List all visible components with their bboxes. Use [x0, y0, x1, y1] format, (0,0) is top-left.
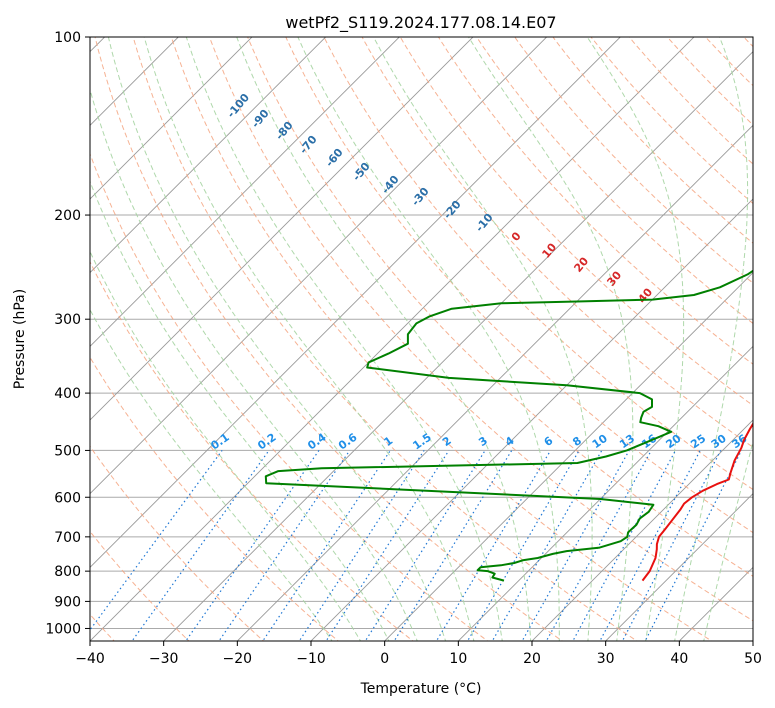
x-tick-label: 10 — [449, 651, 467, 667]
moist-adiabat — [236, 37, 532, 641]
isotherm--90 — [90, 37, 327, 274]
isotherm--20 — [236, 124, 753, 641]
mixing-ratio-line — [545, 450, 652, 641]
y-tick-label: 900 — [54, 594, 81, 610]
isotherm-30 — [605, 493, 753, 641]
y-tick-label: 600 — [54, 490, 81, 506]
mixing-ratio-line — [185, 450, 320, 641]
x-tick-label: 40 — [670, 651, 688, 667]
dry-adiabat — [437, 37, 753, 365]
dry-adiabat — [514, 37, 753, 284]
y-axis-label: Pressure (hPa) — [12, 289, 28, 389]
isotherm-20 — [531, 419, 753, 641]
dry-adiabat — [323, 37, 753, 491]
dry-adiabat — [90, 152, 489, 641]
mixing-ratio-line — [621, 450, 722, 641]
isotherm--40 — [90, 37, 695, 641]
x-axis-ticks: −40 −30 −20 −10 0 10 20 30 40 50 — [75, 641, 762, 667]
dry-adiabat — [285, 37, 753, 534]
mixing-ratio-line — [218, 450, 351, 641]
dry-adiabat — [132, 37, 638, 641]
mixing-ratio-lines — [90, 450, 743, 641]
isotherm--50 — [90, 37, 621, 568]
y-tick-label: 800 — [54, 564, 81, 580]
y-tick-label: 500 — [54, 443, 81, 459]
x-tick-label: −40 — [75, 651, 105, 667]
moist-adiabat — [468, 37, 634, 641]
dry-adiabat-lines — [90, 37, 753, 641]
y-tick-label: 100 — [54, 30, 81, 46]
moist-adiabat — [107, 37, 447, 641]
sounding-profiles — [264, 269, 753, 582]
isotherm--70 — [90, 37, 474, 421]
isobar-gridlines — [90, 37, 753, 629]
temperature-profile — [641, 422, 753, 582]
y-tick-label: 700 — [54, 530, 81, 546]
x-axis-label: Temperature (°C) — [360, 681, 482, 697]
x-tick-label: 0 — [380, 651, 389, 667]
dry-adiabat — [90, 530, 190, 641]
mixing-ratio-line — [435, 450, 552, 641]
y-tick-label: 300 — [54, 312, 81, 328]
y-tick-label: 400 — [54, 386, 81, 402]
mixing-ratio-line — [572, 450, 677, 641]
moist-adiabat — [143, 37, 475, 641]
x-tick-label: −10 — [296, 651, 326, 667]
dry-adiabat — [552, 37, 753, 244]
y-tick-label: 1000 — [45, 621, 81, 637]
y-axis-ticks: 100 200 300 400 500 600 700 800 900 1000 — [45, 30, 90, 637]
x-tick-label: −30 — [149, 651, 179, 667]
dry-adiabat — [208, 37, 753, 622]
chart-title: wetPf2_S119.2024.177.08.14.E07 — [285, 13, 556, 33]
isotherm--10 — [310, 198, 753, 641]
mixing-ratio-line — [393, 450, 513, 641]
moist-adiabat — [297, 37, 560, 641]
x-tick-label: 50 — [744, 651, 762, 667]
moist-adiabat — [90, 250, 362, 641]
mixing-ratio-line — [521, 450, 630, 641]
x-tick-label: 20 — [523, 651, 541, 667]
moist-adiabat — [90, 308, 333, 641]
moist-adiabat — [703, 439, 753, 641]
moist-adiabat — [586, 37, 685, 641]
isotherm--100 — [90, 37, 253, 200]
moist-adiabat-lines — [90, 37, 753, 641]
y-tick-label: 200 — [54, 208, 81, 224]
mixing-ratio-line — [262, 450, 391, 641]
moist-adiabat — [674, 37, 749, 641]
x-tick-label: 30 — [597, 651, 615, 667]
mixing-ratio-line — [466, 450, 580, 641]
dry-adiabat — [94, 37, 564, 641]
dry-adiabat — [399, 37, 753, 407]
mixing-ratio-line — [364, 450, 486, 641]
moist-adiabat — [373, 37, 593, 641]
dry-adiabat — [628, 37, 753, 165]
isotherm--60 — [90, 37, 548, 495]
mixing-ratio-line — [644, 450, 743, 641]
mixing-ratio-line — [599, 450, 701, 641]
plot-frame — [89, 36, 754, 642]
moist-adiabat — [90, 180, 390, 641]
dry-adiabat — [590, 37, 753, 205]
mixing-ratio-line — [131, 450, 270, 641]
mixing-ratio-line — [491, 450, 603, 641]
isotherm-0 — [384, 272, 753, 641]
dry-adiabat — [90, 445, 265, 641]
isotherm--30 — [163, 51, 753, 641]
dry-adiabat — [247, 37, 753, 577]
moist-adiabat — [185, 37, 503, 641]
x-tick-label: −20 — [223, 651, 253, 667]
isotherm-10 — [457, 345, 753, 641]
dewpoint-profile — [264, 269, 753, 582]
